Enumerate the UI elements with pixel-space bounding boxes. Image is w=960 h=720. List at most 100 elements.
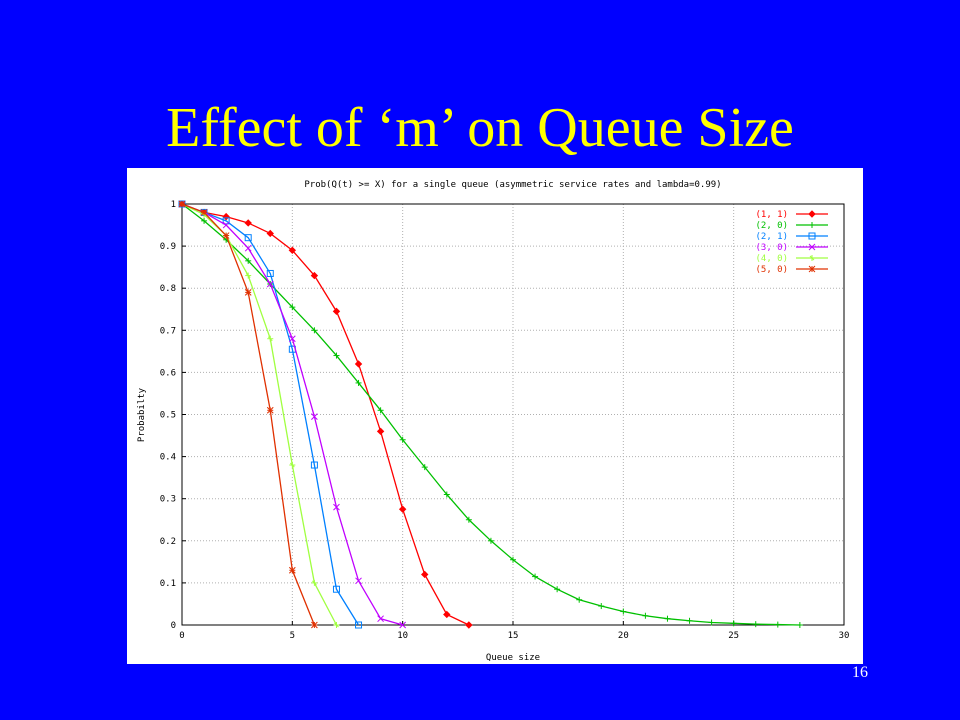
data-point <box>266 406 274 414</box>
data-point <box>377 407 384 414</box>
slide-number: 16 <box>852 664 868 681</box>
data-point <box>487 537 494 544</box>
series-1 <box>179 201 803 628</box>
data-point <box>266 280 274 288</box>
data-point <box>310 461 318 469</box>
data-point <box>355 379 362 386</box>
series-layer <box>178 200 803 629</box>
legend-marker <box>809 222 815 228</box>
data-point <box>598 603 605 610</box>
legend-label: (4, 0) <box>755 254 788 264</box>
data-point <box>664 615 671 622</box>
data-point <box>398 505 407 513</box>
data-point <box>399 621 407 629</box>
data-point <box>642 612 649 619</box>
data-point <box>244 289 252 296</box>
y-axis-label: Probabilty <box>137 387 147 442</box>
x-tick-label: 0 <box>179 631 184 641</box>
y-tick-label: 0.8 <box>160 284 176 294</box>
legend-label: (1, 1) <box>755 210 788 220</box>
data-point <box>376 427 385 436</box>
series-line <box>181 203 360 626</box>
series-5 <box>178 200 318 629</box>
data-point <box>222 221 230 229</box>
data-point <box>288 335 296 343</box>
y-tick-label: 0.4 <box>160 453 176 463</box>
y-tick-label: 0.2 <box>160 537 176 547</box>
data-point <box>752 621 759 628</box>
data-point <box>443 491 450 498</box>
legend-marker <box>808 232 816 240</box>
data-point <box>200 209 208 216</box>
data-point <box>465 516 472 523</box>
data-point <box>222 217 230 225</box>
data-point <box>421 464 428 471</box>
data-point <box>288 566 296 574</box>
y-tick-label: 0.3 <box>160 495 176 505</box>
data-point <box>245 257 252 264</box>
legend-label: (3, 0) <box>755 243 788 253</box>
chart-panel: 0 5 10 15 20 25 30 0 0.1 0.2 0.3 0.4 0.5 0.6 0.7 0.8 0.9… <box>127 168 863 664</box>
x-axis-label: Queue size <box>486 653 540 663</box>
x-tick-label: 30 <box>839 631 850 641</box>
data-point <box>421 570 429 579</box>
x-tick-label: 20 <box>618 631 629 641</box>
y-tick-label: 0.6 <box>160 368 176 378</box>
series-line <box>181 203 470 626</box>
y-tick-label: 0 <box>171 621 176 631</box>
data-point <box>465 621 473 629</box>
data-point <box>399 436 406 443</box>
data-point <box>355 621 363 629</box>
data-point <box>774 621 781 628</box>
legend-label: (2, 0) <box>755 221 788 231</box>
legend-label: (5, 0) <box>755 265 788 275</box>
legend-marker <box>809 255 815 261</box>
legend-marker <box>808 210 816 218</box>
queue-size-chart: 0 5 10 15 20 25 30 0 0.1 0.2 0.3 0.4 0.5 0.6 0.7 0.8 0.9… <box>137 180 850 663</box>
data-point <box>222 232 230 239</box>
x-tick-label: 15 <box>508 631 519 641</box>
data-point <box>443 610 451 619</box>
series-line <box>181 203 338 626</box>
data-point <box>289 462 296 469</box>
data-point <box>267 335 274 342</box>
data-point <box>377 615 384 623</box>
data-point <box>620 608 627 615</box>
chart-title: Prob(Q(t) >= X) for a single queue (asym… <box>304 180 721 190</box>
data-point <box>311 621 318 629</box>
data-point <box>289 304 296 311</box>
y-tick-label: 0.1 <box>160 579 176 589</box>
legend-label: (2, 1) <box>755 232 788 242</box>
data-point <box>244 234 252 242</box>
series-0 <box>178 200 473 629</box>
data-point <box>266 269 274 277</box>
data-point <box>532 573 539 580</box>
y-tick-label: 0.7 <box>160 326 176 336</box>
legend: (1, 1)(2, 0)(2, 1)(3, 0)(4, 0)(5, 0) <box>755 210 828 275</box>
legend-marker <box>808 265 816 273</box>
y-tick-label: 1 <box>171 200 176 210</box>
y-tick-label: 0.5 <box>160 411 176 421</box>
data-point <box>708 619 715 626</box>
x-tick-label: 10 <box>397 631 408 641</box>
x-tick-label: 5 <box>290 631 295 641</box>
data-point <box>332 585 340 593</box>
legend-marker <box>808 243 816 251</box>
data-point <box>222 212 230 221</box>
data-point <box>244 219 252 227</box>
axis-layer: 0 5 10 15 20 25 30 0 0.1 0.2 0.3 0.4 0.5 0.6 0.7 0.8 0.9… <box>160 200 850 641</box>
data-point <box>266 229 274 238</box>
data-point <box>796 622 803 628</box>
data-point <box>686 617 693 624</box>
grid-layer <box>182 204 844 625</box>
data-point <box>311 579 318 586</box>
data-point <box>201 217 208 224</box>
data-point <box>354 360 363 368</box>
data-point <box>244 244 252 252</box>
data-point <box>730 620 737 627</box>
data-point <box>355 577 362 585</box>
data-point <box>245 272 252 279</box>
data-point <box>332 307 341 316</box>
data-point <box>510 556 516 563</box>
data-point <box>311 413 318 420</box>
